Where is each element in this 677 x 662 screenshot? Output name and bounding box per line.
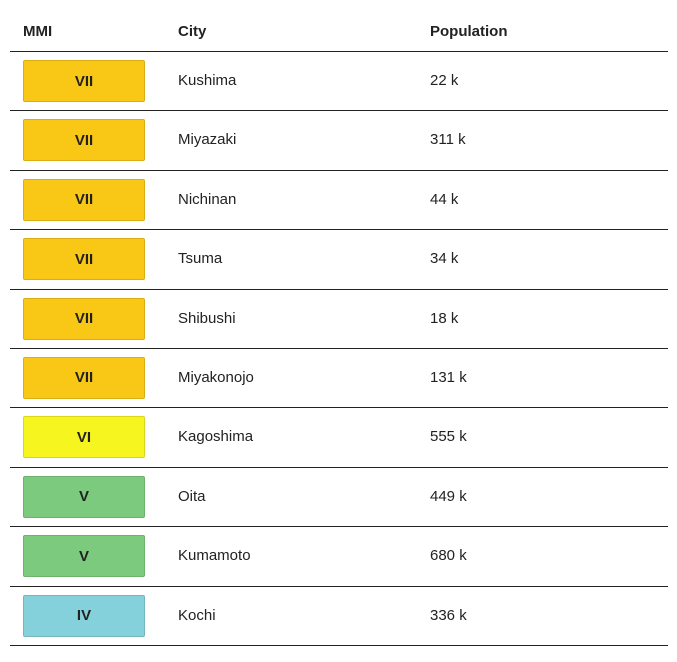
mmi-badge: V xyxy=(23,535,145,578)
table-row: IV Kochi 336 k xyxy=(10,587,668,646)
mmi-badge: VII xyxy=(23,238,145,281)
mmi-badge: VII xyxy=(23,297,145,340)
table-row: VI Kagoshima 555 k xyxy=(10,408,668,468)
column-header: Population xyxy=(430,23,508,40)
population-cell: 555 k xyxy=(430,428,467,446)
table-row: V Kumamoto 680 k xyxy=(10,527,668,587)
city-cell: Miyazaki xyxy=(178,131,237,149)
mmi-badge: VII xyxy=(23,119,145,162)
population-cell: 18 k xyxy=(430,309,459,327)
city-cell: Shibushi xyxy=(178,309,236,327)
table-row: VII Tsuma 34 k xyxy=(10,230,668,290)
population-cell: 336 k xyxy=(430,606,467,624)
mmi-badge: VII xyxy=(23,178,145,221)
city-cell: Oita xyxy=(178,487,206,505)
mmi-badge: VII xyxy=(23,356,145,399)
mmi-badge: IV xyxy=(23,594,145,637)
mmi-badge: VII xyxy=(23,60,145,102)
city-cell: Tsuma xyxy=(178,250,223,268)
mmi-table: MMI City Population VII Kushima 22 k VII Miy… xyxy=(10,0,668,646)
table-row: VII Nichinan 44 k xyxy=(10,171,668,231)
table-row: VII Shibushi 18 k xyxy=(10,290,668,349)
city-cell: Kumamoto xyxy=(178,547,251,565)
mmi-badge: VI xyxy=(23,416,145,459)
population-cell: 44 k xyxy=(430,190,459,208)
table-row: VII Miyazaki 311 k xyxy=(10,111,668,171)
city-cell: Kochi xyxy=(178,606,216,624)
column-header: MMI xyxy=(23,23,53,40)
population-cell: 22 k xyxy=(430,72,459,89)
population-cell: 34 k xyxy=(430,250,459,268)
city-cell: Kagoshima xyxy=(178,428,254,446)
city-cell: Miyakonojo xyxy=(178,368,254,386)
mmi-badge: V xyxy=(23,475,145,518)
table-row: VII Miyakonojo 131 k xyxy=(10,349,668,409)
population-cell: 311 k xyxy=(430,131,466,149)
header-row: MMI City Population xyxy=(10,0,668,52)
city-cell: Kushima xyxy=(178,72,237,89)
population-cell: 449 k xyxy=(430,487,467,505)
population-cell: 131 k xyxy=(430,368,467,386)
population-cell: 680 k xyxy=(430,547,467,565)
city-cell: Nichinan xyxy=(178,190,237,208)
table-row: VII Kushima 22 k xyxy=(10,52,668,112)
table-row: V Oita 449 k xyxy=(10,468,668,528)
column-header: City xyxy=(178,23,207,40)
